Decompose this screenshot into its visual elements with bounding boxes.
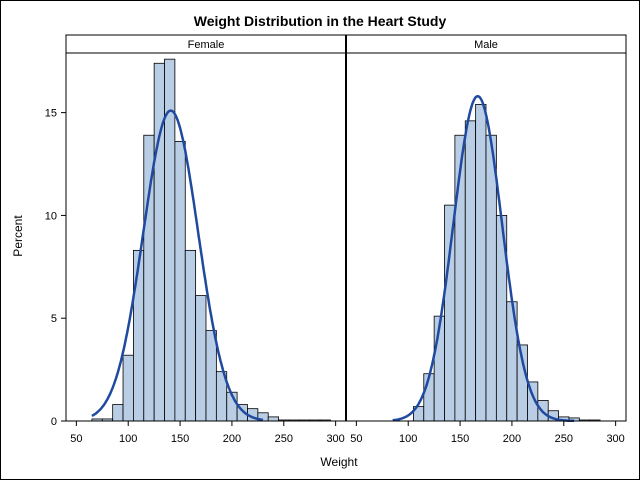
density-curve: [392, 94, 575, 423]
histogram-bar: [174, 141, 186, 422]
chart-title: Weight Distribution in the Heart Study: [194, 13, 447, 29]
density-curve: [91, 109, 264, 422]
panel-male: Male 50 100 150 200 250 300: [345, 34, 627, 445]
x-tick-label: 200: [223, 433, 241, 445]
y-tick-label: 10: [45, 210, 57, 222]
x-tick-label: 250: [275, 433, 293, 445]
x-tick-label: 100: [119, 433, 137, 445]
x-tick-label: 300: [326, 433, 344, 445]
x-tick-label: 250: [555, 433, 573, 445]
y-tick-label: 5: [51, 313, 57, 325]
x-tick-label: 150: [171, 433, 189, 445]
y-tick-label: 15: [45, 108, 57, 120]
panel-female: Female 50 100 150 200 250 300: [65, 34, 347, 445]
histogram-bar: [195, 295, 207, 422]
histogram-bar: [112, 404, 124, 422]
x-tick-label: 150: [451, 433, 469, 445]
histogram-bar: [153, 62, 165, 422]
histogram-bar: [267, 416, 279, 422]
panels-group: 0 5 10 15 Female 50 100 150 200 250 300 Male 50 100 15…: [45, 34, 627, 445]
histogram-bar: [184, 249, 197, 422]
x-axis-label: Weight: [320, 455, 358, 469]
panel-header-label: Male: [474, 39, 498, 51]
histogram-bar: [464, 120, 477, 422]
panel-header-label: Female: [188, 39, 225, 51]
x-tick-label: 200: [503, 433, 521, 445]
histogram-bar: [205, 330, 217, 422]
x-tick-label: 100: [399, 433, 417, 445]
histogram-bar: [475, 103, 487, 422]
histogram-bar: [444, 204, 456, 422]
histogram-bar: [122, 354, 134, 422]
y-tick-label: 0: [51, 416, 57, 428]
histogram-bar: [485, 134, 497, 422]
x-tick-label: 50: [70, 433, 82, 445]
histogram-bar: [133, 249, 145, 422]
y-axis-label: Percent: [11, 215, 25, 257]
x-tick-label: 50: [350, 433, 362, 445]
x-tick-label: 300: [606, 433, 624, 445]
